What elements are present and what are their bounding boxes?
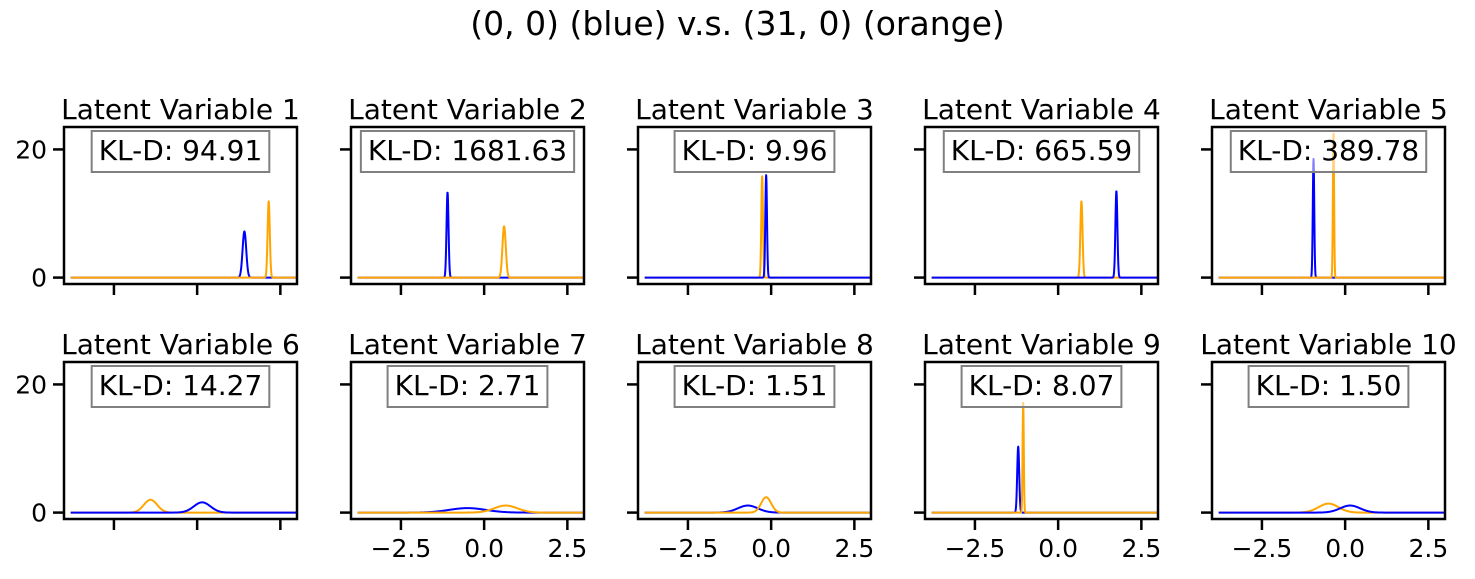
y-tick-label: 20 xyxy=(15,135,47,164)
annotation-box xyxy=(960,365,1123,408)
x-tick-label: −2.5 xyxy=(371,534,432,563)
subplot-7: Latent Variable 7 −2.5 0.0 2.5 KL-D: 2.71 xyxy=(340,328,587,563)
subplot-title: Latent Variable 6 xyxy=(61,328,300,361)
annotation-box xyxy=(942,130,1141,173)
annotation-text: KL-D: 1.51 xyxy=(682,369,828,402)
subplot-8: Latent Variable 8 −2.5 0.0 2.5 KL-D: 1.51 xyxy=(627,328,874,563)
annotation-text: KL-D: 94.91 xyxy=(99,134,263,167)
series-line-2 xyxy=(643,496,871,514)
series-line-2 xyxy=(643,174,871,279)
subplot-title: Latent Variable 8 xyxy=(635,328,874,361)
axes-frame xyxy=(636,125,873,286)
x-tick-label: −2.5 xyxy=(945,534,1006,563)
subplot-9: Latent Variable 9 −2.5 0.0 2.5 KL-D: 8.07 xyxy=(914,328,1161,563)
axes-frame xyxy=(1210,360,1447,521)
kl-divergence-annotation: KL-D: 9.96 xyxy=(673,130,836,173)
subplot-title: Latent Variable 4 xyxy=(922,93,1161,126)
subplot-5: Latent Variable 5 KL-D: 389.78 xyxy=(1201,93,1448,295)
series-line-2 xyxy=(930,401,1158,514)
subplot-1: Latent Variable 1 0 20 KL-D: 94.91 xyxy=(15,93,300,295)
x-tick-label: 0.0 xyxy=(1325,534,1365,563)
subplot-title: Latent Variable 10 xyxy=(1200,328,1456,361)
kl-divergence-annotation: KL-D: 8.07 xyxy=(960,365,1123,408)
subplot-title: Latent Variable 7 xyxy=(348,328,587,361)
annotation-text: KL-D: 14.27 xyxy=(99,369,263,402)
x-tick-label: 2.5 xyxy=(834,534,874,563)
series-line-2 xyxy=(930,190,1158,279)
x-tick-label: 0.0 xyxy=(1038,534,1078,563)
annotation-text: KL-D: 665.59 xyxy=(951,134,1132,167)
subplot-10: Latent Variable 10 −2.5 0.0 2.5 KL-D: 1.50 xyxy=(1200,328,1456,563)
subplot-title: Latent Variable 1 xyxy=(61,93,300,126)
annotation-text: KL-D: 9.96 xyxy=(682,134,828,167)
annotation-text: KL-D: 389.78 xyxy=(1238,134,1419,167)
x-tick-label: −2.5 xyxy=(658,534,719,563)
series-line-2 xyxy=(69,501,297,514)
axes-frame xyxy=(62,360,299,521)
kl-divergence-annotation: KL-D: 1681.63 xyxy=(359,130,576,173)
axes-frame xyxy=(923,125,1160,286)
subplot-title: Latent Variable 5 xyxy=(1209,93,1448,126)
annotation-box xyxy=(673,365,836,408)
subplot-4: Latent Variable 4 KL-D: 665.59 xyxy=(914,93,1161,295)
annotation-box xyxy=(359,130,576,173)
kl-divergence-annotation: KL-D: 1.50 xyxy=(1247,365,1410,408)
subplot-6: Latent Variable 6 0 20 KL-D: 14.27 xyxy=(15,328,300,530)
annotation-box xyxy=(1247,365,1410,408)
axes-frame xyxy=(62,125,299,286)
series-line-1 xyxy=(930,200,1158,279)
kl-divergence-annotation: KL-D: 14.27 xyxy=(90,365,271,408)
axes-frame xyxy=(636,360,873,521)
series-line-1 xyxy=(643,175,871,279)
annotation-box xyxy=(90,130,271,173)
kl-divergence-annotation: KL-D: 94.91 xyxy=(90,130,271,173)
x-tick-label: 2.5 xyxy=(1121,534,1161,563)
series-line-2 xyxy=(1217,504,1445,514)
subplot-2: Latent Variable 2 KL-D: 1681.63 xyxy=(340,93,587,295)
annotation-text: KL-D: 2.71 xyxy=(395,369,541,402)
kl-divergence-annotation: KL-D: 1.51 xyxy=(673,365,836,408)
series-line-2 xyxy=(1217,132,1445,279)
series-line-2 xyxy=(356,225,584,279)
kl-divergence-annotation: KL-D: 2.71 xyxy=(386,365,549,408)
subplot-title: Latent Variable 9 xyxy=(922,328,1161,361)
series-line-1 xyxy=(930,445,1158,514)
figure-title: (0, 0) (blue) v.s. (31, 0) (orange) xyxy=(470,4,1005,43)
y-tick-label: 20 xyxy=(15,370,47,399)
annotation-box xyxy=(673,130,836,173)
series-line-1 xyxy=(356,191,584,279)
x-tick-label: 2.5 xyxy=(547,534,587,563)
annotation-box xyxy=(1229,130,1428,173)
y-tick-label: 0 xyxy=(31,499,47,528)
x-tick-label: 0.0 xyxy=(751,534,791,563)
axes-frame xyxy=(349,360,586,521)
subplot-3: Latent Variable 3 KL-D: 9.96 xyxy=(627,93,874,295)
kl-divergence-annotation: KL-D: 389.78 xyxy=(1229,130,1428,173)
series-line-2 xyxy=(69,200,297,279)
x-tick-label: −2.5 xyxy=(1232,534,1293,563)
series-line-2 xyxy=(356,504,584,514)
x-tick-label: 2.5 xyxy=(1408,534,1448,563)
annotation-text: KL-D: 8.07 xyxy=(969,369,1115,402)
axes-frame xyxy=(923,360,1160,521)
axes-frame xyxy=(1210,125,1447,286)
subplot-title: Latent Variable 3 xyxy=(635,93,874,126)
annotation-text: KL-D: 1681.63 xyxy=(368,134,567,167)
series-line-1 xyxy=(69,230,297,279)
y-tick-label: 0 xyxy=(31,264,47,293)
kl-divergence-annotation: KL-D: 665.59 xyxy=(942,130,1141,173)
subplot-title: Latent Variable 2 xyxy=(348,93,587,126)
annotation-box xyxy=(90,365,271,408)
annotation-box xyxy=(386,365,549,408)
axes-frame xyxy=(349,125,586,286)
x-tick-label: 0.0 xyxy=(464,534,504,563)
annotation-text: KL-D: 1.50 xyxy=(1256,369,1402,402)
